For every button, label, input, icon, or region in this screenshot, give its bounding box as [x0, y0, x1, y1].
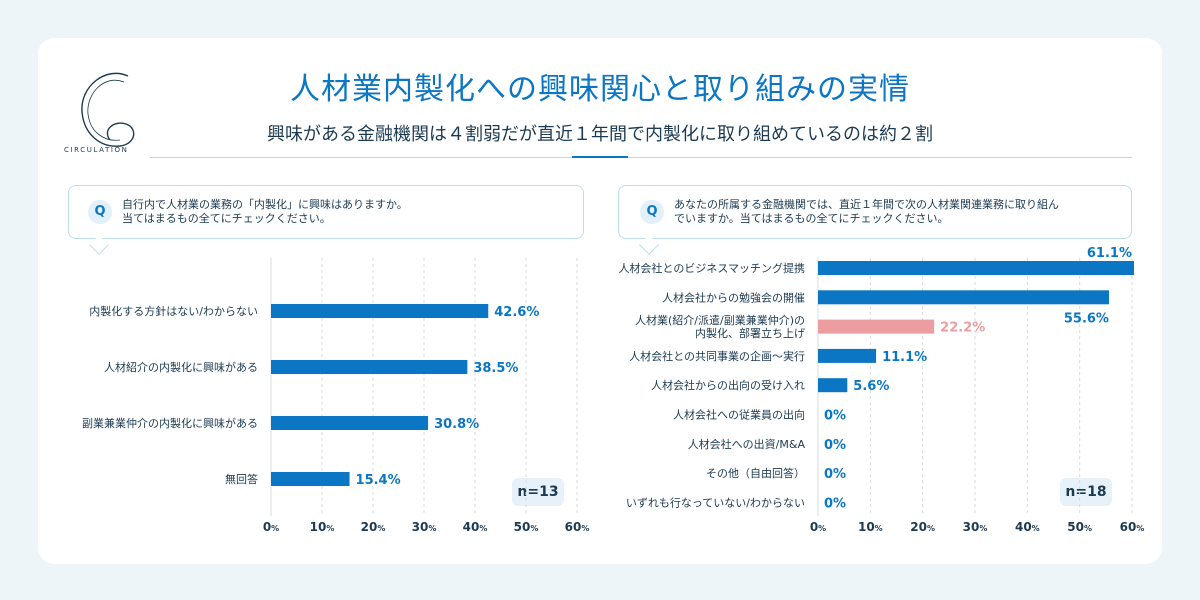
x-tick-label: 30%	[412, 520, 437, 534]
bar	[818, 348, 877, 363]
category-label: 人材業(紹介/派遣/副業兼業仲介)の	[635, 313, 805, 327]
x-tick-label: 0%	[263, 520, 279, 534]
value-label: 55.6%	[1064, 311, 1109, 326]
category-label: 無回答	[225, 472, 258, 486]
bar	[818, 319, 935, 334]
question-badge-left: Q	[88, 200, 112, 224]
n-label-right: n=18	[1060, 478, 1112, 506]
value-label: 61.1%	[1087, 246, 1132, 261]
bar	[271, 416, 429, 430]
question-line: 当てはまるもの全てにチェックください。	[122, 212, 331, 225]
category-label: その他（自由回答）	[706, 466, 805, 480]
x-tick-label: 20%	[910, 520, 935, 534]
x-tick-label: 50%	[514, 520, 539, 534]
x-tick-label: 40%	[463, 520, 488, 534]
circulation-logo-icon	[81, 72, 135, 147]
category-label: 副業兼業仲介の内製化に興味がある	[82, 416, 258, 430]
page-title: 人材業内製化への興味関心と取り組みの実情	[290, 72, 910, 107]
value-label: 15.4%	[356, 473, 401, 488]
x-tick-label: 20%	[361, 520, 386, 534]
bar	[271, 360, 468, 374]
value-label: 11.1%	[882, 350, 927, 365]
x-tick-label: 60%	[565, 520, 590, 534]
question-text-left: 自行内で人材業の業務の「内製化」に興味はありますか。 当てはまるもの全てにチェッ…	[122, 198, 408, 226]
bar	[271, 304, 489, 318]
bar	[818, 378, 848, 393]
x-tick-label: 0%	[810, 520, 826, 534]
question-line: 自行内で人材業の業務の「内製化」に興味はありますか。	[122, 198, 408, 211]
bar	[818, 261, 1134, 275]
category-label: 人材会社とのビジネスマッチング提携	[618, 261, 805, 275]
value-label: 22.2%	[940, 321, 985, 336]
bar	[271, 472, 350, 486]
x-tick-label: 40%	[1015, 520, 1040, 534]
logo-text: CIRCULATION	[64, 146, 129, 154]
category-label: 人材会社への従業員の出向	[673, 408, 805, 422]
value-label: 30.8%	[434, 417, 479, 432]
question-text-right: あなたの所属する金融機関では、直近１年間で次の人材業関連業務に取り組ん でいます…	[674, 198, 1059, 226]
category-label: 人材会社からの出向の受け入れ	[651, 378, 805, 392]
value-label: 0%	[824, 409, 846, 424]
value-label: 38.5%	[473, 361, 518, 376]
category-label: 人材会社への出資/M&A	[688, 437, 806, 451]
category-label: 人材会社からの勉強会の開催	[662, 290, 805, 304]
value-label: 42.6%	[494, 305, 539, 320]
category-label: 内製化、部署立ち上げ	[695, 326, 805, 340]
category-label: 内製化する方針はない/わからない	[89, 304, 258, 318]
question-line: あなたの所属する金融機関では、直近１年間で次の人材業関連業務に取り組ん	[674, 198, 1059, 211]
category-label: いずれも行なっていない/わからない	[626, 496, 805, 509]
question-box-right	[618, 185, 1132, 239]
value-label: 0%	[824, 438, 846, 453]
question-badge-right: Q	[640, 200, 664, 224]
x-tick-label: 60%	[1120, 520, 1145, 534]
value-label: 0%	[824, 467, 846, 482]
page-subtitle: 興味がある金融機関は４割弱だが直近１年間で内製化に取り組めているのは約２割	[267, 124, 933, 145]
x-tick-label: 50%	[1067, 520, 1092, 534]
n-label-left: n=13	[512, 478, 564, 506]
category-label: 人材会社との共同事業の企画〜実行	[629, 349, 805, 363]
question-box-left	[68, 185, 584, 239]
divider	[150, 157, 1132, 158]
category-label: 人材紹介の内製化に興味がある	[104, 360, 258, 374]
divider-accent	[572, 156, 628, 158]
bar	[818, 290, 1109, 305]
question-line: でいますか。当てはまるもの全てにチェックください。	[674, 212, 949, 225]
x-tick-label: 10%	[858, 520, 883, 534]
value-label: 5.6%	[853, 379, 889, 394]
x-tick-label: 30%	[963, 520, 988, 534]
x-tick-label: 10%	[310, 520, 335, 534]
value-label: 0%	[824, 496, 846, 511]
